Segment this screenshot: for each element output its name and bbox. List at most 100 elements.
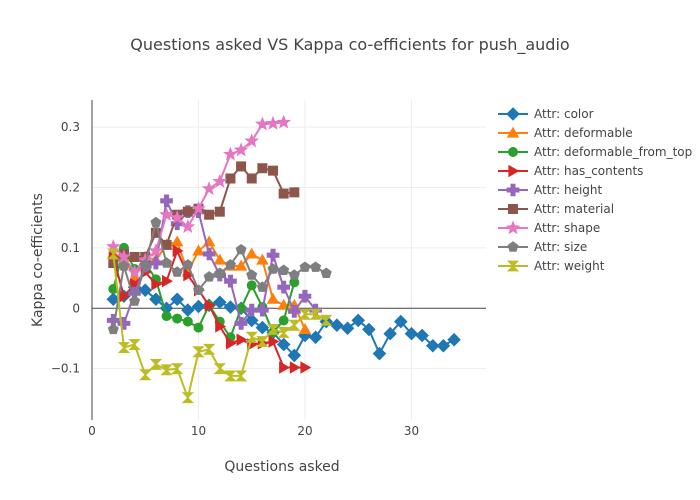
data-point: [265, 115, 281, 130]
data-point: [340, 321, 355, 336]
data-point: [191, 201, 206, 215]
series-8: [107, 248, 333, 404]
data-point: [235, 243, 247, 255]
data-point: [193, 322, 204, 333]
data-point: [256, 281, 268, 292]
data-point: [245, 331, 258, 343]
data-point: [234, 259, 248, 271]
legend-marker: [506, 260, 520, 272]
legend-item[interactable]: Attr: shape: [498, 220, 600, 235]
data-point: [128, 339, 141, 350]
legend-label: Attr: color: [534, 107, 594, 121]
data-point: [225, 337, 237, 350]
data-point: [310, 261, 322, 272]
x-tick-label: 10: [191, 424, 206, 438]
data-point: [383, 326, 397, 341]
data-point: [393, 314, 408, 329]
data-point: [256, 303, 269, 317]
data-point: [276, 114, 292, 129]
data-point: [224, 259, 236, 270]
data-point: [204, 299, 216, 312]
data-point: [276, 337, 291, 352]
legend-label: Attr: deformable: [534, 126, 633, 140]
legend-item[interactable]: Attr: material: [498, 202, 614, 216]
data-point: [277, 280, 290, 294]
data-point: [266, 324, 280, 335]
y-tick-label: 0.2: [61, 181, 80, 195]
data-point: [193, 284, 204, 295]
data-point: [212, 295, 227, 310]
legend-marker: [506, 107, 520, 121]
data-point: [118, 260, 130, 271]
data-point: [170, 235, 184, 247]
data-point: [183, 268, 195, 282]
data-point: [246, 269, 258, 280]
data-point: [148, 243, 164, 258]
y-tick-label: 0.1: [61, 241, 80, 255]
data-point: [288, 305, 301, 318]
legend-item[interactable]: Attr: weight: [498, 259, 605, 273]
legend-item[interactable]: Attr: color: [498, 107, 594, 121]
data-point: [117, 317, 131, 330]
data-point: [233, 142, 249, 157]
legend-label: Attr: weight: [534, 259, 605, 273]
data-point: [288, 319, 301, 331]
series-7: [107, 216, 332, 335]
data-point: [236, 161, 247, 172]
data-point: [278, 188, 289, 199]
data-point: [107, 248, 120, 260]
data-point: [160, 194, 173, 208]
data-point: [425, 338, 440, 353]
data-point: [214, 267, 226, 278]
data-point: [278, 264, 290, 275]
legend-marker: [508, 204, 518, 214]
data-point: [170, 363, 184, 375]
data-point: [129, 251, 140, 262]
data-point: [279, 361, 291, 374]
legend-item[interactable]: Attr: deformable_from_top: [498, 145, 692, 159]
data-point: [151, 277, 163, 291]
data-point: [107, 323, 119, 335]
data-point: [362, 322, 376, 337]
legend-item[interactable]: Attr: deformable: [498, 126, 633, 140]
data-point: [201, 181, 217, 196]
legend-item[interactable]: Attr: height: [498, 183, 603, 197]
data-point: [245, 303, 259, 317]
data-point: [223, 300, 238, 314]
data-point: [160, 364, 173, 376]
data-point: [225, 173, 236, 184]
y-tick-label: −0.1: [51, 362, 80, 376]
data-point: [266, 292, 280, 304]
data-point: [127, 264, 142, 279]
legend-item[interactable]: Attr: has_contents: [498, 164, 643, 178]
data-point: [170, 292, 185, 307]
data-point: [246, 280, 257, 291]
data-point: [192, 244, 205, 256]
legend-label: Attr: material: [534, 202, 614, 216]
data-point: [246, 173, 257, 184]
tick-labels: −0.1 0 0.1 0.2 0.3 0 10 20 30: [51, 120, 419, 438]
data-point: [234, 317, 248, 330]
x-axis-label: Questions asked: [224, 459, 339, 475]
y-tick-label: 0.3: [61, 120, 80, 134]
data-point: [404, 326, 419, 341]
y-tick-label: 0: [72, 301, 80, 315]
data-point: [245, 247, 258, 259]
data-point: [213, 363, 226, 375]
data-point: [192, 346, 205, 358]
data-point: [277, 327, 290, 338]
data-point: [256, 253, 269, 265]
legend-marker: [508, 164, 520, 178]
data-point: [182, 206, 193, 217]
legend-item[interactable]: Attr: size: [498, 240, 587, 254]
data-point: [172, 313, 183, 324]
data-point: [320, 314, 333, 326]
data-point: [288, 269, 300, 280]
data-point: [180, 219, 196, 234]
data-point: [289, 187, 300, 198]
legend[interactable]: Attr: color Attr: deformable Attr: deforma…: [498, 107, 692, 273]
legend-label: Attr: size: [534, 240, 587, 254]
series-4: [106, 194, 322, 330]
data-point: [161, 257, 173, 268]
data-point: [267, 263, 279, 274]
